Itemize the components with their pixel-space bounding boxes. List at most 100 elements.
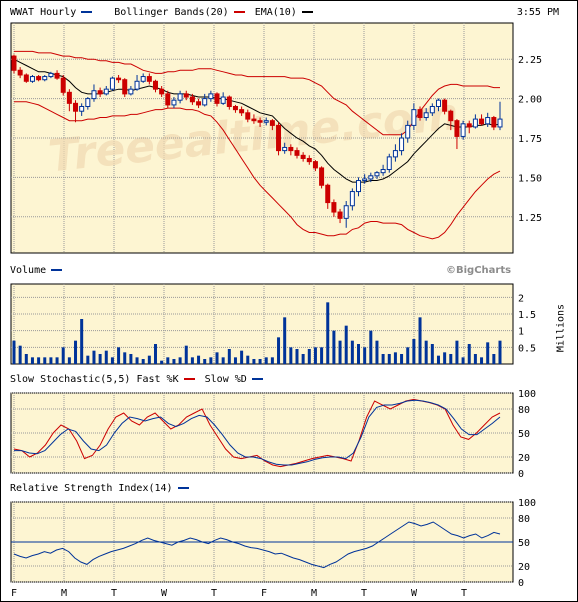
x-tick-label: W [411, 588, 418, 599]
x-tick-label: M [61, 588, 67, 599]
volume-bar [233, 357, 237, 364]
volume-bar [197, 355, 201, 364]
volume-bar [381, 354, 385, 364]
candle-body [263, 120, 269, 123]
volume-bar [190, 357, 194, 364]
volume-bar [61, 347, 65, 364]
credit-label: ©BigCharts [446, 265, 512, 276]
candle-body [183, 93, 189, 98]
fast-k-label: Fast %K [136, 374, 179, 385]
volume-bar [104, 350, 108, 364]
volume-bar [406, 347, 410, 364]
volume-bar [498, 340, 502, 364]
volume-bar [18, 345, 22, 364]
symbol-swatch [81, 11, 93, 13]
candle-body [423, 112, 429, 119]
y-tick-label: 1 [518, 327, 524, 338]
y-tick-label: 1.75 [518, 134, 542, 145]
x-tick-label: F [11, 588, 17, 599]
volume-bar [449, 354, 453, 364]
y-tick-label: 80 [518, 405, 530, 416]
volume-bar [135, 357, 139, 364]
volume-bar [264, 357, 268, 364]
volume-bar [123, 352, 127, 364]
candle-body [140, 76, 146, 82]
y-tick-label: 2.25 [518, 55, 542, 66]
bollinger-label: Bollinger Bands(20) [114, 7, 229, 18]
y-tick-label: 1.25 [518, 213, 542, 224]
slow-d-line [14, 399, 501, 466]
volume-bar [209, 357, 213, 364]
price-legend: WWAT Hourly Bollinger Bands(20) EMA(10) [10, 7, 317, 19]
volume-bar [203, 359, 207, 364]
volume-bar [301, 354, 305, 364]
volume-bar [289, 347, 293, 364]
candle-body [214, 93, 220, 104]
candle-body [485, 117, 491, 125]
volume-bar [246, 355, 250, 364]
volume-bar [320, 347, 324, 364]
volume-bar [37, 357, 41, 364]
candle-body [392, 150, 398, 158]
candle-body [239, 109, 245, 114]
candle-body [159, 88, 165, 95]
candle-body [276, 124, 282, 152]
candle-body [380, 169, 386, 174]
y-tick-label: 0 [518, 469, 524, 480]
x-tick-label: W [161, 588, 168, 599]
candle-body [454, 120, 460, 137]
volume-bar [424, 340, 428, 364]
ema-label: EMA(10) [254, 7, 297, 18]
stochastic-label: Slow Stochastic(5,5) [10, 374, 131, 385]
x-tick-label: T [461, 588, 467, 599]
candle-body [122, 79, 128, 95]
candle-body [325, 184, 331, 204]
candle-body [245, 112, 251, 120]
candle-body [429, 105, 435, 114]
volume-bar [240, 350, 244, 364]
candle-body [356, 180, 362, 193]
volume-bar [67, 357, 71, 364]
candle-body [306, 157, 312, 163]
volume-bar [12, 340, 16, 364]
candle-body [269, 120, 275, 126]
volume-bar [277, 337, 281, 364]
volume-bar [215, 352, 219, 364]
y-tick-label: 50 [518, 429, 530, 440]
candle-body [282, 146, 288, 152]
volume-bar [369, 330, 373, 364]
volume-bar [98, 354, 102, 364]
rsi-legend: Relative Strength Index(14) [10, 483, 193, 495]
volume-bar [375, 340, 379, 364]
volume-bar [387, 354, 391, 364]
slow-d-swatch [251, 378, 263, 380]
candle-body [257, 120, 263, 123]
candle-body [36, 76, 42, 81]
volume-bar [172, 359, 176, 364]
volume-bar [270, 357, 274, 364]
candle-body [232, 105, 238, 111]
candle-body [177, 93, 183, 101]
candle-body [54, 72, 60, 79]
candle-body [435, 99, 441, 107]
fast-k-swatch [183, 378, 195, 380]
candle-body [128, 88, 134, 95]
candle-body [294, 150, 300, 156]
x-tick-label: T [361, 588, 367, 599]
candle-body [288, 146, 294, 152]
volume-bar [141, 359, 145, 364]
y-tick-label: 20 [518, 562, 530, 573]
volume-bar [24, 354, 28, 364]
volume-bar [326, 302, 330, 364]
volume-bar [344, 325, 348, 364]
time-label: 3:55 PM [516, 7, 559, 18]
volume-bar [80, 319, 84, 364]
y-tick-label: 80 [518, 514, 530, 525]
volume-bar [129, 354, 133, 364]
candle-body [17, 69, 23, 76]
y-tick-label: 100 [518, 498, 536, 509]
volume-bar [393, 352, 397, 364]
y-tick-label: 100 [518, 389, 536, 400]
candle-body [497, 118, 503, 128]
candle-body [343, 205, 349, 219]
